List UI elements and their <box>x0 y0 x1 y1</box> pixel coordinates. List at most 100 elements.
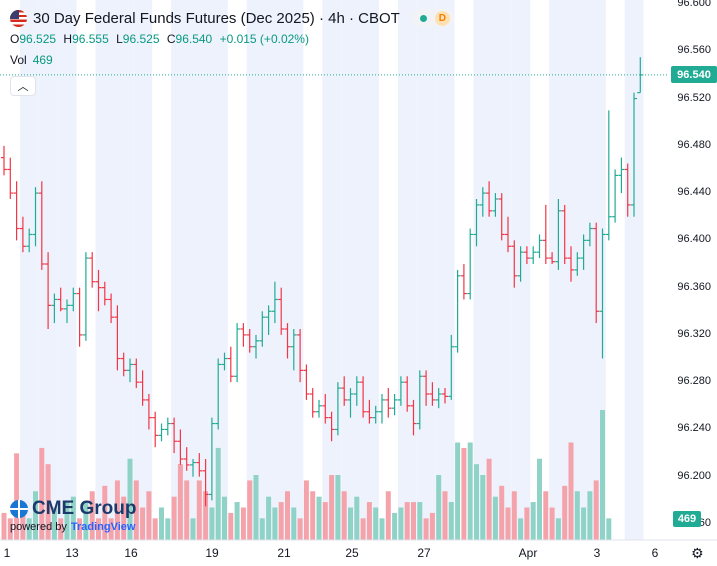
ohlc-bar <box>523 246 530 264</box>
volume-bar <box>234 502 240 540</box>
ohlc-bar <box>152 411 159 448</box>
price-tick-label: 96.400 <box>677 233 711 246</box>
ohlc-bar <box>486 181 493 217</box>
settings-gear-icon[interactable]: ⚙ <box>691 545 704 561</box>
volume-bar <box>316 496 322 540</box>
volume-bar <box>121 496 127 540</box>
symbol-title[interactable]: 30 Day Federal Funds Futures (Dec 2025) … <box>33 9 400 27</box>
ohlc-bar <box>328 411 335 442</box>
change-value: +0.015 (+0.02%) <box>219 32 309 46</box>
time-tick-label: 25 <box>345 546 359 560</box>
session-band <box>265 0 285 540</box>
ohlc-bar <box>612 169 619 223</box>
cme-logo[interactable]: CME Group powered by TradingView <box>10 498 137 533</box>
session-band <box>95 0 115 540</box>
price-tick-label: 96.200 <box>677 469 711 482</box>
ohlc-bar <box>473 199 480 247</box>
session-band <box>190 0 209 540</box>
volume-bar <box>64 502 70 540</box>
collapse-legend-button[interactable]: ︿ <box>10 76 36 96</box>
volume-bar <box>127 458 133 540</box>
volume-bar <box>366 502 372 540</box>
ohlc-bar <box>555 199 562 270</box>
open-value: 96.525 <box>19 32 57 46</box>
ohlc-bar <box>145 394 152 430</box>
session-band <box>435 0 455 540</box>
time-tick-label: 21 <box>277 546 291 560</box>
ohlc-bar <box>95 269 102 312</box>
ohlc-bar <box>290 329 297 371</box>
ohlc-bar <box>334 382 341 436</box>
ohlc-bar <box>448 334 455 400</box>
volume-bar <box>253 475 259 540</box>
volume-bar <box>209 507 215 540</box>
delayed-badge: D <box>434 10 450 26</box>
ohlc-bar <box>271 281 278 324</box>
price-tick-label: 96.240 <box>677 422 711 435</box>
ohlc-bar <box>322 394 329 424</box>
volume-bar <box>360 518 366 540</box>
time-tick-label: 3 <box>593 546 601 560</box>
volume-bar <box>114 480 120 540</box>
volume-bar <box>272 507 278 540</box>
volume-bar <box>70 496 76 540</box>
volume-bar <box>171 496 177 540</box>
volume-bar <box>505 507 511 540</box>
session-band <box>171 0 190 540</box>
volume-bar <box>398 507 404 540</box>
volume-bar <box>190 518 196 540</box>
volume-bar <box>524 507 530 540</box>
ohlc-bar <box>353 376 360 406</box>
low-value: 96.525 <box>122 32 160 46</box>
volume-bar <box>574 491 580 540</box>
volume-bar <box>474 464 479 540</box>
session-band <box>360 0 379 540</box>
session-band <box>492 0 512 540</box>
volume-bar <box>7 518 13 540</box>
status-pill[interactable]: D <box>411 9 454 27</box>
ohlc-bar <box>561 204 568 264</box>
volume-bar <box>600 410 605 540</box>
ohlc-bar <box>32 187 39 247</box>
ohlc-bar <box>51 293 58 324</box>
ohlc-bar <box>278 287 285 335</box>
ohlc-bar <box>208 417 215 501</box>
price-tick-label: 96.600 <box>677 0 711 9</box>
chart-header: 30 Day Federal Funds Futures (Dec 2025) … <box>10 9 454 27</box>
time-tick-label: 1 <box>3 546 11 560</box>
ohlc-bar <box>190 459 196 477</box>
ohlc-bar <box>580 234 587 270</box>
time-tick-label: 27 <box>417 546 431 560</box>
ohlc-bar <box>624 163 631 217</box>
ohlc-bar <box>492 193 499 217</box>
ohlc-bar <box>391 394 398 416</box>
session-band <box>284 0 304 540</box>
ohlc-bar <box>139 370 146 406</box>
volume-bar <box>499 485 505 540</box>
ohlc-bar <box>246 329 253 353</box>
ohlc-bar <box>605 110 612 241</box>
ohlc-bar <box>631 92 637 217</box>
price-tick-label: 96.520 <box>677 91 711 104</box>
ohlc-bar <box>618 157 625 194</box>
ohlc-bar <box>599 228 606 359</box>
session-band <box>397 0 417 540</box>
ohlc-bar <box>498 193 505 241</box>
volume-bar <box>285 491 290 540</box>
volume-bar <box>165 518 171 540</box>
volume-bar <box>411 502 416 540</box>
last-volume-tag: 469 <box>673 511 701 527</box>
volume-bar <box>215 447 221 540</box>
volume-bar <box>196 480 202 540</box>
volume-bar <box>480 475 486 540</box>
ohlc-bar <box>158 423 165 442</box>
volume-bar <box>83 502 89 540</box>
ohlc-bar <box>404 376 411 412</box>
ohlc-bar <box>265 305 272 335</box>
volume-bar <box>555 518 561 540</box>
volume-bar <box>322 502 328 540</box>
volume-bar <box>593 480 599 540</box>
session-band <box>208 0 228 540</box>
ohlc-bar <box>410 399 417 436</box>
